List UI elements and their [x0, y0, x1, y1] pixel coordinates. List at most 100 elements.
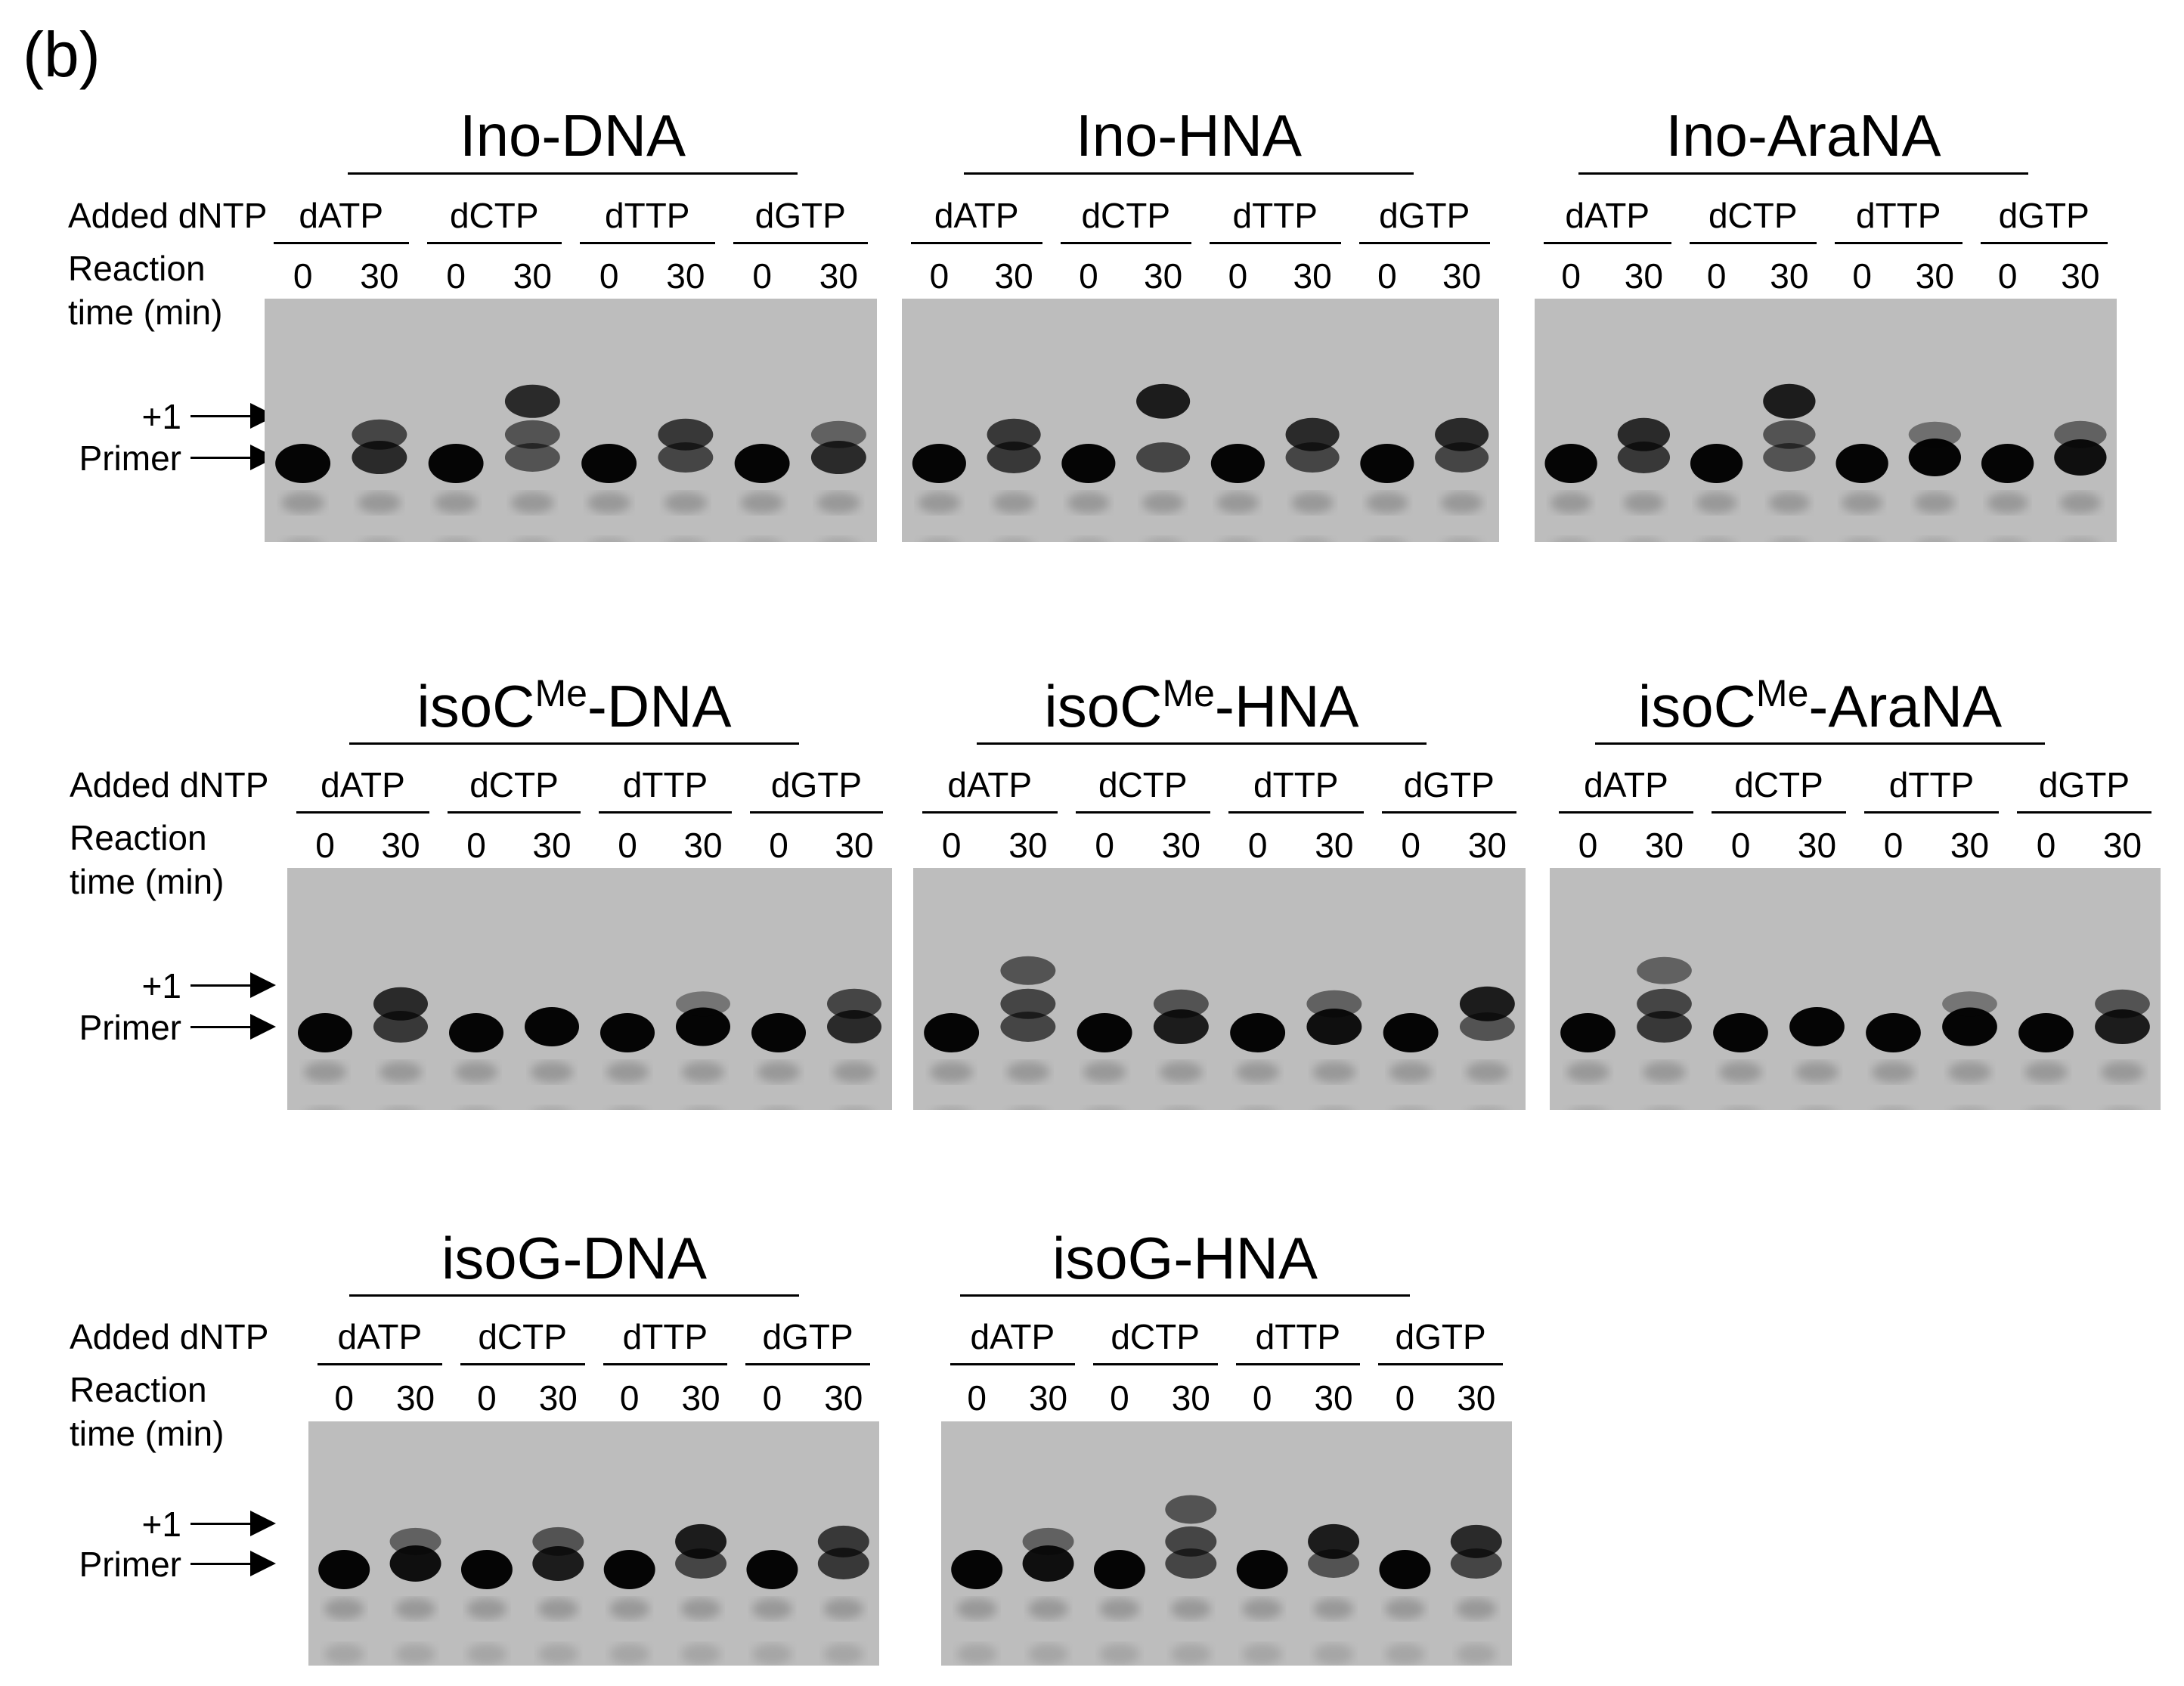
primer-marker-arrow-shaft	[191, 1563, 253, 1565]
lane-time-label: 30	[1314, 1378, 1353, 1418]
plus-one-band	[1306, 990, 1362, 1018]
gel-smear-band	[1801, 1107, 1832, 1110]
gel-smear-band	[1083, 1061, 1126, 1083]
plus-one-band	[1450, 1524, 1502, 1558]
gel-smear-band	[823, 1598, 864, 1619]
lane-time-label: 30	[683, 826, 723, 865]
plus-one-band	[1617, 417, 1671, 451]
gel-smear-band	[1768, 492, 1810, 513]
lane-time-label: 0	[1401, 826, 1420, 865]
lane-time-label: 0	[1706, 256, 1727, 296]
gel-smear-band	[461, 1107, 491, 1110]
gel-smear-band	[1071, 538, 1106, 542]
plus-one-band	[504, 420, 560, 449]
gel-smear-band	[1242, 1598, 1283, 1619]
lane-time-label: 30	[994, 256, 1033, 296]
primer-band	[1306, 1009, 1362, 1045]
gel-smear-band	[1142, 492, 1185, 513]
lane-time-label: 0	[762, 1378, 782, 1418]
gel-smear-band	[664, 492, 708, 513]
primer-band	[1690, 444, 1743, 483]
nucleotide-label-dttp: dTTP	[1232, 196, 1318, 235]
nucleotide-label-dgtp: dGTP	[1395, 1317, 1486, 1356]
gel-title-rule	[977, 742, 1427, 745]
lane-time-label: 30	[360, 256, 399, 296]
plus-one-band	[675, 1523, 727, 1559]
plus-two-band	[1763, 383, 1816, 419]
gel-smear-band	[609, 1598, 650, 1619]
gel-title-main: Ino-AraNA	[1665, 102, 1941, 169]
gel-smear-band	[1725, 1107, 1756, 1110]
gel-smear-band	[752, 1598, 792, 1619]
gel-title-suffix: -HNA	[1214, 673, 1359, 739]
gel-smear-band	[1170, 1644, 1211, 1665]
lane-time-label: 0	[2036, 826, 2056, 865]
gel-title-main: isoC	[417, 673, 535, 739]
lane-time-label: 30	[395, 1378, 435, 1418]
nucleotide-rule	[750, 811, 883, 814]
gel-smear-band	[1719, 1061, 1762, 1083]
gel-smear-band	[1948, 1061, 1991, 1083]
nucleotide-label-dgtp: dGTP	[1998, 196, 2090, 235]
nucleotide-label-dctp: dCTP	[478, 1317, 567, 1356]
reaction-time-label-line2: time (min)	[70, 1414, 225, 1453]
nucleotide-rule	[1092, 1363, 1218, 1365]
gel-title-superscript: Me	[1162, 672, 1215, 714]
gel-smear-band	[310, 1107, 340, 1110]
nucleotide-rule	[318, 1363, 442, 1365]
gel-smear-band	[833, 1061, 875, 1083]
plus-one-band	[2095, 989, 2150, 1018]
gel-smear-band	[587, 492, 630, 513]
lane-time-label: 0	[477, 1378, 497, 1418]
primer-marker-label: Primer	[79, 1545, 181, 1584]
gel-smear-band	[823, 1644, 864, 1665]
nucleotide-rule	[1075, 811, 1210, 814]
plus-two-band	[504, 384, 560, 418]
gel-smear-band	[324, 1644, 364, 1665]
gel-smear-band	[1170, 1598, 1211, 1619]
gel-smear-band	[2031, 1107, 2062, 1110]
gel-smear-band	[1845, 538, 1879, 542]
lane-time-label: 0	[1883, 826, 1904, 865]
gel-smear-band	[2063, 538, 2097, 542]
nucleotide-rule	[1835, 242, 1963, 244]
nucleotide-label-dgtp: dGTP	[1403, 765, 1495, 804]
plus-one-band	[389, 1527, 441, 1555]
lane-time-label: 30	[1008, 826, 1048, 865]
primer-band	[1000, 1012, 1056, 1042]
lane-time-label: 30	[513, 256, 552, 296]
primer-band	[1077, 1013, 1132, 1052]
gel-smear-band	[2107, 1107, 2138, 1110]
lane-time-label: 30	[824, 1378, 863, 1418]
gel-smear-band	[1313, 1598, 1354, 1619]
gel-smear-band	[1216, 492, 1259, 513]
gel-smear-band	[1291, 492, 1334, 513]
lane-time-label: 30	[1644, 826, 1684, 865]
primer-band	[460, 1550, 513, 1589]
lane-time-label: 30	[1457, 1378, 1496, 1418]
primer-band	[951, 1550, 1003, 1589]
gel-title-rule	[349, 1294, 799, 1297]
gel-image	[308, 1421, 879, 1666]
gel-title: isoG-HNA	[960, 1229, 1410, 1288]
gel-smear-band	[434, 492, 478, 513]
nucleotide-label-datp: dATP	[1565, 196, 1650, 235]
primer-band	[1061, 444, 1116, 483]
gel-smear-band	[591, 538, 627, 542]
lane-time-label: 0	[929, 256, 949, 296]
gel-image	[913, 868, 1526, 1110]
gel-smear-band	[386, 1107, 416, 1110]
gel-title-rule	[348, 172, 798, 175]
nucleotide-label-dctp: dCTP	[1098, 765, 1188, 804]
primer-band	[1022, 1545, 1074, 1582]
nucleotide-label-dttp: dTTP	[1253, 765, 1339, 804]
nucleotide-label-datp: dATP	[934, 196, 1019, 235]
gel-smear-band	[1643, 1061, 1686, 1083]
gel-smear-band	[395, 1644, 435, 1665]
nucleotide-rule	[1544, 242, 1671, 244]
added-dntp-label: Added dNTP	[68, 196, 268, 235]
lane-time-label: 0	[1997, 256, 2018, 296]
gel-title-main: isoC	[1044, 673, 1163, 739]
lane-time-label: 30	[1442, 256, 1482, 296]
gel-smear-band	[1389, 1061, 1433, 1083]
